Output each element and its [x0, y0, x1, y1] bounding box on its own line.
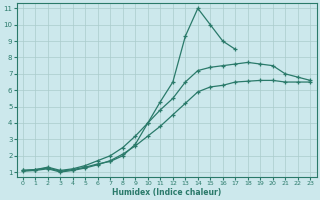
X-axis label: Humidex (Indice chaleur): Humidex (Indice chaleur) — [112, 188, 221, 197]
